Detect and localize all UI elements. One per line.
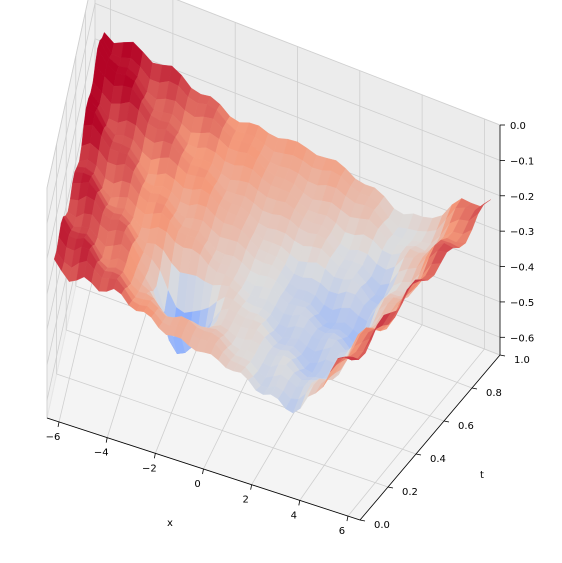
x-tick-label: 2 (242, 495, 248, 506)
x-tick-mark (202, 468, 204, 475)
surface-mesh (53, 32, 491, 414)
x-tick-label: −4 (94, 448, 109, 459)
t-axis-line (359, 354, 501, 521)
back-grid-z (94, 3, 501, 161)
x-axis-label: x (167, 518, 173, 529)
x-tick-mark (57, 421, 60, 428)
z-tick-label: −0.3 (510, 227, 534, 238)
z-tick-label: −0.2 (510, 192, 534, 203)
x-tick-mark (250, 484, 253, 490)
x-tick-mark (346, 515, 349, 522)
t-axis-label: t (480, 470, 484, 481)
t-tick-label: 1.0 (514, 355, 530, 366)
t-tick-mark (443, 420, 450, 423)
t-tick-mark (471, 387, 478, 390)
x-tick-mark (105, 437, 108, 443)
left-grid-z (46, 38, 96, 259)
left-grid-z (46, 3, 96, 224)
t-tick-label: 0.6 (458, 421, 474, 432)
surface-patch (345, 356, 360, 361)
t-tick-mark (415, 453, 422, 456)
left-grid-z (46, 0, 89, 189)
t-tick-mark (499, 354, 506, 357)
x-tick-label: 0 (194, 479, 200, 490)
floor-grid-t (66, 329, 417, 455)
tick-labels: −6 −4 −2 0 2 4 6 0.0 0.2 0.4 0.6 0.8 1.0 0.0 −0.1 −0.2 −… (46, 121, 535, 537)
back-grid-z (176, 0, 501, 126)
x-tick-mark (153, 453, 156, 459)
floor-grid-x (347, 348, 485, 517)
z-tick-label: −0.1 (510, 156, 534, 167)
floor-grid-x (299, 324, 423, 501)
x-tick-label: −6 (46, 432, 61, 443)
t-tick-label: 0.2 (402, 487, 418, 498)
t-tick-mark (359, 519, 366, 522)
t-tick-label: 0.8 (486, 388, 502, 399)
x-tick-label: 4 (291, 510, 297, 521)
z-tick-label: 0.0 (510, 121, 526, 132)
t-tick-label: 0.4 (430, 454, 446, 465)
t-tick-label: 0.0 (374, 520, 390, 531)
x-tick-label: 6 (339, 526, 345, 537)
z-tick-label: −0.5 (510, 298, 534, 309)
x-tick-mark (298, 500, 301, 506)
z-tick-label: −0.4 (510, 263, 534, 274)
floor-grid-t (56, 373, 389, 488)
z-tick-label: −0.6 (510, 333, 534, 344)
t-tick-mark (387, 486, 394, 489)
x-tick-label: −2 (142, 463, 157, 474)
